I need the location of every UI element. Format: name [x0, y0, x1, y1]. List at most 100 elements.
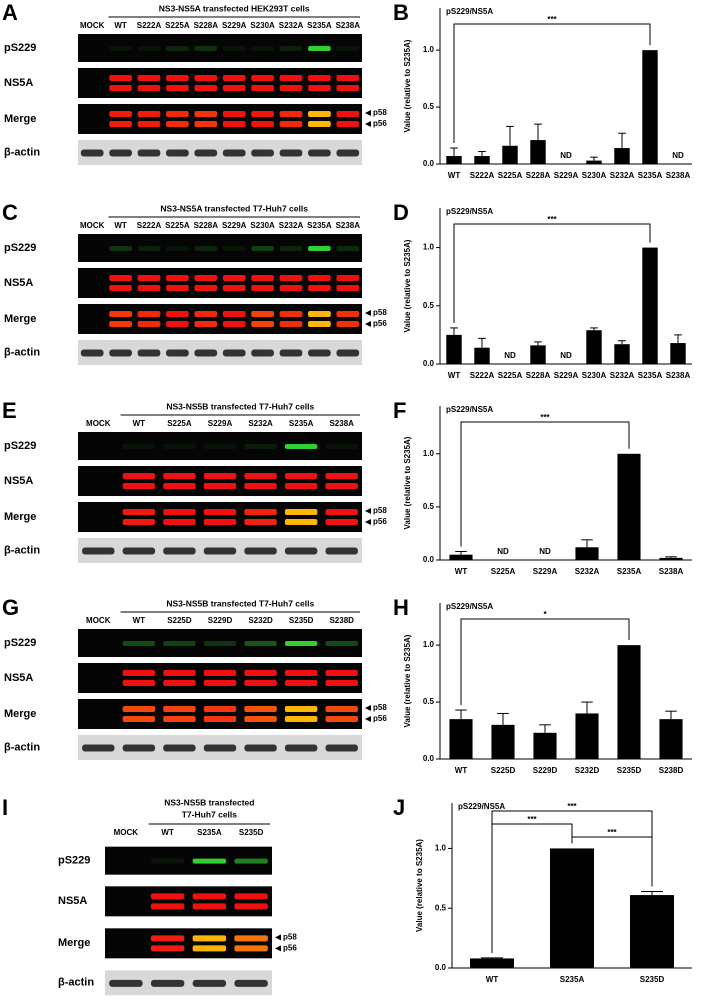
lane-label: S235A: [197, 828, 222, 837]
significance-label: ***: [547, 215, 557, 224]
band: [325, 670, 358, 676]
band: [166, 246, 189, 251]
significance-label: ***: [527, 815, 537, 824]
lane-label: MOCK: [80, 221, 105, 230]
lane-label: S238A: [329, 419, 354, 428]
significance-bracket: [460, 618, 630, 706]
band: [122, 680, 156, 686]
lane-label: S229A: [222, 221, 247, 230]
blot-strip: [78, 268, 362, 298]
row-label: Merge: [58, 937, 90, 949]
band: [222, 85, 246, 91]
band: [284, 641, 318, 646]
lane-label: WT: [114, 21, 127, 30]
band: [109, 111, 132, 117]
band: [244, 706, 277, 712]
band: [166, 149, 189, 157]
band: [336, 285, 360, 291]
significance-bracket: [460, 421, 630, 547]
band: [222, 246, 246, 251]
blot-strip: [78, 68, 362, 98]
band: [109, 246, 132, 251]
band: [308, 121, 331, 127]
panel-letter: C: [2, 200, 18, 225]
band: [194, 121, 218, 127]
band: [166, 349, 189, 357]
band: [222, 149, 246, 157]
y-tick-label: 0.5: [435, 903, 447, 912]
blot-title: NS3-NS5A transfected T7-Huh7 cells: [160, 203, 308, 213]
band: [251, 85, 274, 91]
band: [244, 547, 277, 555]
band: [284, 744, 318, 752]
significance-bracket: [453, 223, 651, 323]
blot-strip: [78, 466, 362, 496]
band: [308, 85, 331, 91]
band: [137, 311, 161, 317]
band: [284, 473, 318, 479]
band: [336, 321, 360, 327]
band: [122, 670, 156, 676]
band: [222, 321, 246, 327]
marker-label: p58: [373, 108, 387, 117]
marker-label: p56: [373, 319, 387, 328]
band: [163, 716, 196, 722]
x-tick-label: S230A: [582, 371, 607, 380]
band: [122, 706, 156, 712]
band: [137, 121, 161, 127]
y-tick-label: 0.5: [423, 697, 435, 706]
band: [166, 311, 189, 317]
bar: [474, 156, 490, 164]
row-label: β-actin: [4, 346, 40, 358]
x-tick-label: S229A: [554, 371, 579, 380]
band: [80, 149, 104, 157]
band: [137, 246, 161, 251]
band: [203, 444, 237, 449]
band: [109, 75, 132, 81]
band: [150, 945, 185, 952]
band: [194, 285, 218, 291]
blot-strip: [78, 304, 362, 334]
band: [251, 311, 274, 317]
band: [222, 275, 246, 281]
band: [251, 246, 274, 251]
chart-title: pS229/NS5A: [446, 207, 493, 216]
band: [234, 903, 268, 910]
band: [203, 670, 237, 676]
band: [166, 111, 189, 117]
marker-label: p58: [373, 308, 387, 317]
marker-label: p58: [283, 932, 297, 941]
band: [137, 121, 161, 127]
band: [244, 680, 277, 686]
marker-arrow: [365, 716, 371, 722]
band: [279, 111, 303, 117]
band: [122, 473, 156, 479]
band: [234, 945, 268, 952]
x-tick-label: S225A: [498, 371, 523, 380]
band: [194, 321, 218, 327]
band: [244, 706, 277, 712]
band: [279, 275, 303, 281]
band: [244, 473, 277, 479]
bar: [470, 958, 514, 968]
band: [284, 483, 318, 489]
bar: [670, 343, 686, 364]
blot-strip: [78, 502, 362, 532]
panel-letter: B: [393, 0, 409, 25]
band: [251, 349, 274, 357]
x-tick-label: S232A: [610, 171, 635, 180]
band: [109, 111, 132, 117]
x-tick-label: S235A: [560, 975, 585, 984]
bar: [614, 344, 630, 364]
bar: [630, 895, 674, 968]
band: [150, 935, 185, 942]
band: [137, 149, 161, 157]
band: [150, 903, 185, 910]
band: [234, 935, 268, 942]
band: [137, 349, 161, 357]
marker-label: p56: [373, 714, 387, 723]
band: [325, 680, 358, 686]
panel-letter: I: [2, 795, 8, 820]
band: [244, 509, 277, 515]
band: [284, 706, 318, 712]
